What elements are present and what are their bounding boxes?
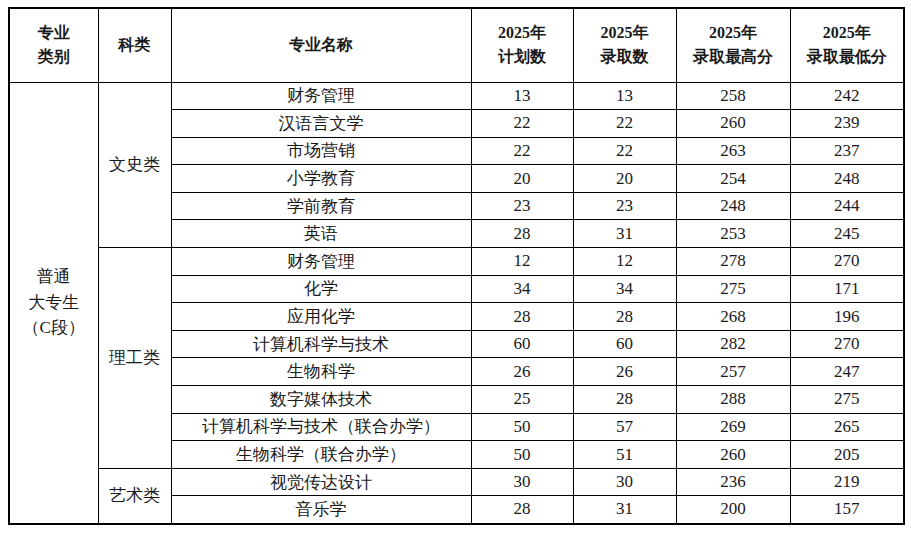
admitted-count-cell: 23 — [573, 192, 676, 220]
max-score-cell: 257 — [676, 358, 790, 386]
max-score-cell: 260 — [676, 441, 790, 469]
max-score-cell: 260 — [676, 110, 790, 138]
max-score-cell: 268 — [676, 303, 790, 331]
min-score-cell: 244 — [790, 192, 904, 220]
plan-count-cell: 28 — [471, 220, 573, 248]
page: 专业 类别 科类 专业名称 2025年 计划数 2025年 录取数 2025年 … — [0, 0, 911, 532]
header-subject: 科类 — [98, 8, 171, 82]
max-score-cell: 263 — [676, 137, 790, 165]
admitted-count-cell: 30 — [573, 468, 676, 496]
plan-count-cell: 28 — [471, 496, 573, 524]
major-name-cell: 视觉传达设计 — [171, 468, 471, 496]
major-name-cell: 英语 — [171, 220, 471, 248]
plan-count-cell: 13 — [471, 82, 573, 110]
admitted-count-cell: 28 — [573, 386, 676, 414]
plan-count-cell: 12 — [471, 248, 573, 276]
major-name-cell: 小学教育 — [171, 165, 471, 193]
table-body: 普通 大专生 （C段）文史类财务管理1313258242汉语言文学2222260… — [9, 82, 904, 524]
major-name-cell: 音乐学 — [171, 496, 471, 524]
max-score-cell: 282 — [676, 330, 790, 358]
header-max-score: 2025年 录取最高分 — [676, 8, 790, 82]
min-score-cell: 157 — [790, 496, 904, 524]
major-name-cell: 学前教育 — [171, 192, 471, 220]
major-name-cell: 计算机科学与技术 — [171, 330, 471, 358]
max-score-cell: 269 — [676, 413, 790, 441]
max-score-cell: 275 — [676, 275, 790, 303]
major-name-cell: 市场营销 — [171, 137, 471, 165]
min-score-cell: 205 — [790, 441, 904, 469]
table-header: 专业 类别 科类 专业名称 2025年 计划数 2025年 录取数 2025年 … — [9, 8, 904, 82]
admissions-table: 专业 类别 科类 专业名称 2025年 计划数 2025年 录取数 2025年 … — [8, 7, 905, 525]
max-score-cell: 200 — [676, 496, 790, 524]
subject-category-cell: 理工类 — [98, 248, 171, 469]
plan-count-cell: 20 — [471, 165, 573, 193]
max-score-cell: 236 — [676, 468, 790, 496]
admitted-count-cell: 31 — [573, 220, 676, 248]
max-score-cell: 288 — [676, 386, 790, 414]
header-row: 专业 类别 科类 专业名称 2025年 计划数 2025年 录取数 2025年 … — [9, 8, 904, 82]
plan-count-cell: 23 — [471, 192, 573, 220]
plan-count-cell: 30 — [471, 468, 573, 496]
min-score-cell: 242 — [790, 82, 904, 110]
admitted-count-cell: 34 — [573, 275, 676, 303]
admitted-count-cell: 20 — [573, 165, 676, 193]
min-score-cell: 270 — [790, 248, 904, 276]
major-name-cell: 财务管理 — [171, 82, 471, 110]
min-score-cell: 196 — [790, 303, 904, 331]
plan-count-cell: 28 — [471, 303, 573, 331]
admitted-count-cell: 12 — [573, 248, 676, 276]
plan-count-cell: 34 — [471, 275, 573, 303]
header-plan: 2025年 计划数 — [471, 8, 573, 82]
min-score-cell: 237 — [790, 137, 904, 165]
max-score-cell: 253 — [676, 220, 790, 248]
max-score-cell: 254 — [676, 165, 790, 193]
min-score-cell: 265 — [790, 413, 904, 441]
admitted-count-cell: 13 — [573, 82, 676, 110]
min-score-cell: 247 — [790, 358, 904, 386]
plan-count-cell: 50 — [471, 441, 573, 469]
major-name-cell: 应用化学 — [171, 303, 471, 331]
major-name-cell: 财务管理 — [171, 248, 471, 276]
max-score-cell: 258 — [676, 82, 790, 110]
header-min-score: 2025年 录取最低分 — [790, 8, 904, 82]
category-cell: 普通 大专生 （C段） — [9, 82, 98, 524]
table-row: 普通 大专生 （C段）文史类财务管理1313258242 — [9, 82, 904, 110]
max-score-cell: 248 — [676, 192, 790, 220]
min-score-cell: 270 — [790, 330, 904, 358]
header-admitted: 2025年 录取数 — [573, 8, 676, 82]
admitted-count-cell: 60 — [573, 330, 676, 358]
min-score-cell: 171 — [790, 275, 904, 303]
major-name-cell: 数字媒体技术 — [171, 386, 471, 414]
admitted-count-cell: 26 — [573, 358, 676, 386]
min-score-cell: 275 — [790, 386, 904, 414]
admitted-count-cell: 51 — [573, 441, 676, 469]
major-name-cell: 汉语言文学 — [171, 110, 471, 138]
header-major: 专业名称 — [171, 8, 471, 82]
table-row: 理工类财务管理1212278270 — [9, 248, 904, 276]
admitted-count-cell: 22 — [573, 137, 676, 165]
major-name-cell: 化学 — [171, 275, 471, 303]
plan-count-cell: 22 — [471, 110, 573, 138]
min-score-cell: 219 — [790, 468, 904, 496]
plan-count-cell: 25 — [471, 386, 573, 414]
admitted-count-cell: 31 — [573, 496, 676, 524]
min-score-cell: 248 — [790, 165, 904, 193]
plan-count-cell: 22 — [471, 137, 573, 165]
plan-count-cell: 60 — [471, 330, 573, 358]
admitted-count-cell: 28 — [573, 303, 676, 331]
min-score-cell: 239 — [790, 110, 904, 138]
major-name-cell: 生物科学（联合办学） — [171, 441, 471, 469]
major-name-cell: 生物科学 — [171, 358, 471, 386]
plan-count-cell: 50 — [471, 413, 573, 441]
admitted-count-cell: 57 — [573, 413, 676, 441]
min-score-cell: 245 — [790, 220, 904, 248]
admitted-count-cell: 22 — [573, 110, 676, 138]
subject-category-cell: 艺术类 — [98, 468, 171, 523]
header-category: 专业 类别 — [9, 8, 98, 82]
subject-category-cell: 文史类 — [98, 82, 171, 248]
major-name-cell: 计算机科学与技术（联合办学） — [171, 413, 471, 441]
max-score-cell: 278 — [676, 248, 790, 276]
plan-count-cell: 26 — [471, 358, 573, 386]
table-row: 艺术类视觉传达设计3030236219 — [9, 468, 904, 496]
